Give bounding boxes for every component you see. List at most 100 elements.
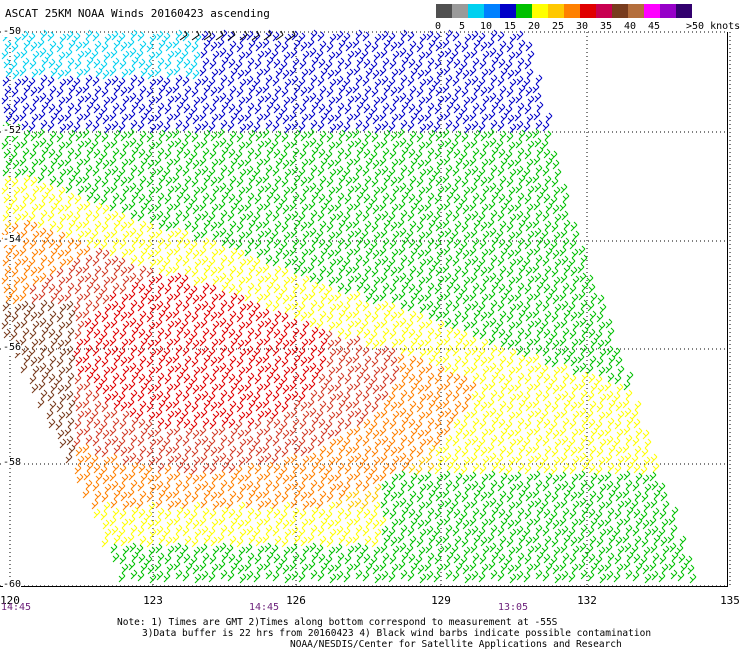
- wind-barb: [363, 508, 371, 519]
- wind-barb: [38, 65, 46, 76]
- wind-barb: [544, 130, 552, 141]
- wind-barb: [595, 420, 603, 431]
- wind-barb: [138, 418, 146, 429]
- wind-barb: [146, 177, 154, 188]
- wind-barb: [428, 444, 436, 455]
- wind-barb: [229, 220, 237, 231]
- wind-barb: [221, 56, 229, 67]
- wind-barb: [41, 371, 49, 382]
- wind-barb: [437, 95, 445, 106]
- wind-barb: [49, 40, 57, 51]
- wind-barb: [104, 123, 112, 134]
- wind-barb: [237, 204, 245, 215]
- wind-barb: [337, 237, 345, 248]
- wind-barb: [292, 57, 300, 68]
- contaminated-wind-barb: [239, 30, 248, 41]
- wind-barb: [455, 202, 463, 213]
- wind-barb: [182, 121, 190, 132]
- wind-barb: [660, 491, 668, 502]
- wind-barb: [200, 138, 208, 149]
- wind-barb: [392, 140, 400, 151]
- wind-barb: [95, 427, 103, 438]
- wind-barb: [409, 445, 417, 456]
- wind-barb: [298, 212, 306, 223]
- lon-label-120: 120: [0, 594, 20, 607]
- wind-barb: [427, 147, 435, 158]
- wind-barb: [488, 470, 496, 481]
- wind-barb: [247, 552, 255, 563]
- wind-barb: [446, 191, 454, 202]
- wind-barb: [490, 74, 498, 85]
- wind-barb: [408, 418, 416, 429]
- wind-barb: [669, 542, 677, 553]
- wind-barb: [625, 479, 633, 490]
- wind-barb: [454, 490, 462, 501]
- wind-barb: [86, 371, 94, 382]
- wind-barb: [238, 231, 246, 242]
- wind-barb: [127, 218, 135, 229]
- wind-barb: [147, 69, 155, 80]
- wind-barb: [372, 294, 380, 305]
- wind-barb: [316, 499, 324, 510]
- wind-barb: [235, 330, 243, 341]
- wind-barb: [454, 220, 462, 231]
- wind-barb: [478, 527, 486, 538]
- wind-barb: [685, 555, 693, 566]
- wind-barb: [409, 400, 417, 411]
- wind-barb: [266, 506, 274, 517]
- wind-barb: [66, 165, 74, 176]
- wind-barb: [371, 357, 379, 368]
- wind-barb: [82, 398, 90, 409]
- wind-barb: [444, 92, 452, 103]
- wind-barb: [400, 344, 408, 355]
- wind-barb: [577, 308, 585, 319]
- wind-barb: [334, 246, 342, 257]
- wind-barb: [525, 221, 533, 232]
- wind-barb: [83, 335, 91, 346]
- wind-barb: [400, 29, 408, 40]
- wind-barb: [418, 501, 426, 512]
- wind-barb: [479, 59, 487, 70]
- wind-barb: [525, 311, 533, 322]
- wind-barb: [419, 348, 427, 359]
- wind-barb: [235, 420, 243, 431]
- wind-barb: [230, 382, 238, 393]
- wind-barb: [506, 402, 514, 413]
- wind-barb: [118, 302, 126, 313]
- wind-barb: [392, 95, 400, 106]
- wind-barb: [120, 86, 128, 97]
- wind-barb: [596, 402, 604, 413]
- wind-barb: [550, 330, 558, 341]
- wind-barb: [172, 533, 180, 544]
- wind-barb: [337, 192, 345, 203]
- wind-barb: [298, 302, 306, 313]
- wind-barb: [283, 96, 291, 107]
- wind-barb: [597, 384, 605, 395]
- wind-barb: [59, 393, 67, 404]
- wind-barb: [515, 138, 523, 149]
- wind-barb: [4, 175, 12, 186]
- wind-barb: [236, 492, 244, 503]
- wind-barb: [228, 373, 236, 384]
- wind-barb: [163, 302, 171, 313]
- wind-barb: [65, 48, 73, 59]
- wind-barb: [464, 123, 472, 134]
- wind-barb: [354, 92, 362, 103]
- wind-barb: [426, 165, 434, 176]
- contaminated-wind-barb: [275, 30, 284, 41]
- wind-barb: [599, 438, 607, 449]
- wind-barb: [181, 319, 189, 330]
- wind-barb: [482, 455, 490, 466]
- wind-barb: [478, 77, 486, 88]
- wind-barb: [471, 75, 479, 86]
- wind-barb: [131, 281, 139, 292]
- wind-barb: [534, 272, 542, 283]
- wind-barb: [578, 290, 586, 301]
- wind-barb: [599, 528, 607, 539]
- wind-barb: [325, 240, 333, 251]
- wind-barb: [227, 346, 235, 357]
- wind-barb: [596, 357, 604, 368]
- wind-barb: [3, 103, 11, 114]
- wind-barb: [464, 303, 472, 314]
- wind-barb: [76, 428, 84, 439]
